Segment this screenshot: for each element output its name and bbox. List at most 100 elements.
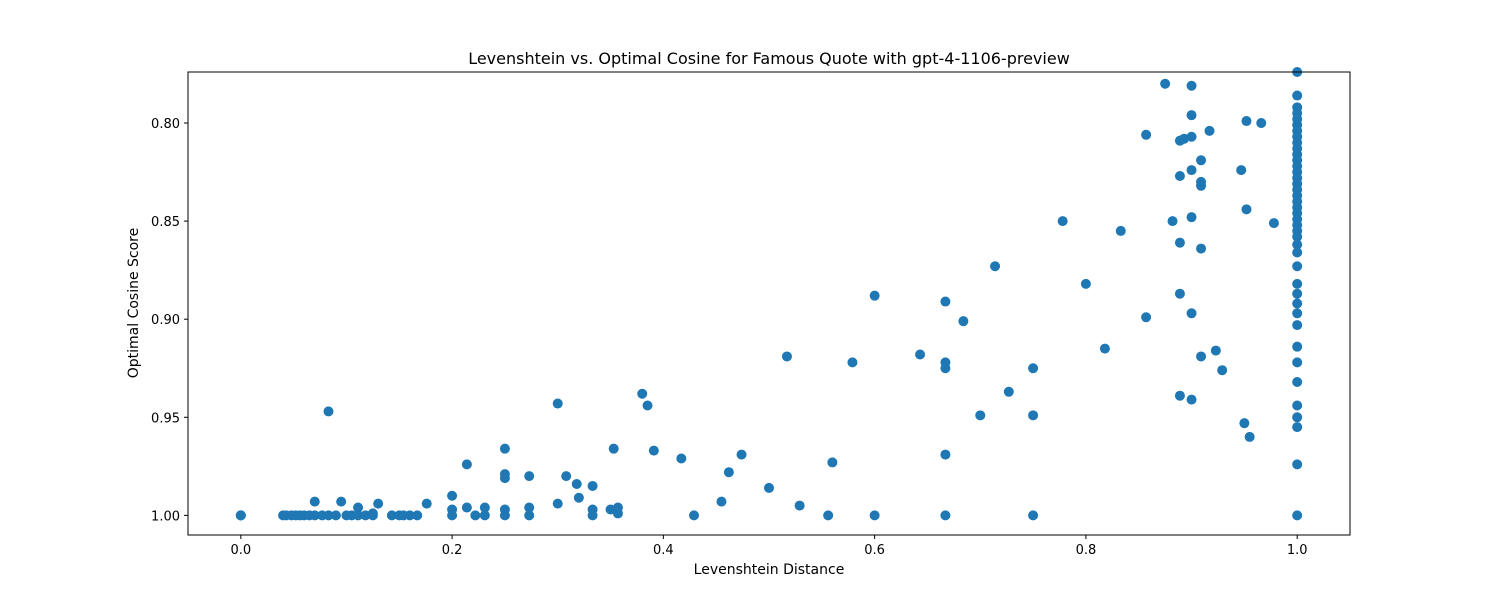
y-axis-label: Optimal Cosine Score: [126, 228, 142, 379]
y-tick-label: 0.95: [151, 411, 180, 426]
data-point: [1244, 431, 1255, 442]
data-point: [412, 510, 423, 521]
data-point: [1241, 116, 1252, 127]
data-point: [781, 351, 792, 362]
data-point: [736, 449, 747, 460]
x-tick-label: 0.6: [864, 543, 885, 558]
y-tick-label: 1.00: [151, 509, 180, 524]
data-point: [1186, 394, 1197, 405]
data-point: [1256, 118, 1267, 129]
data-point: [1292, 247, 1303, 258]
y-tick-label: 0.85: [151, 215, 180, 230]
data-point: [940, 449, 951, 460]
data-point: [723, 467, 734, 478]
data-point: [1141, 129, 1152, 140]
data-point: [1292, 400, 1303, 411]
data-point: [524, 502, 535, 513]
data-point: [975, 410, 986, 421]
data-point: [1241, 204, 1252, 215]
y-axis-ticks: 0.80 0.85 0.90 0.95 1.00: [151, 117, 188, 524]
data-point: [642, 400, 653, 411]
data-point: [1292, 278, 1303, 289]
x-tick-label: 0.8: [1076, 543, 1097, 558]
data-point: [1292, 90, 1303, 101]
data-point: [1028, 410, 1039, 421]
data-point: [1174, 170, 1185, 181]
data-point: [1174, 390, 1185, 401]
data-point: [461, 459, 472, 470]
data-point: [323, 406, 334, 417]
data-point: [1186, 212, 1197, 223]
x-tick-label: 0.4: [653, 543, 674, 558]
data-point: [330, 510, 341, 521]
data-point: [940, 363, 951, 374]
data-point: [1196, 351, 1207, 362]
data-point: [1057, 216, 1068, 227]
data-point: [990, 261, 1001, 272]
data-point: [499, 443, 510, 454]
data-point: [648, 445, 659, 456]
data-point: [1003, 386, 1014, 397]
data-point: [461, 502, 472, 513]
data-point: [1099, 343, 1110, 354]
data-point: [524, 471, 535, 482]
data-point: [847, 357, 858, 368]
data-point: [1160, 78, 1171, 89]
data-point: [612, 508, 623, 519]
x-tick-label: 0.0: [230, 543, 251, 558]
data-point: [552, 498, 563, 509]
data-point: [235, 510, 246, 521]
data-point: [940, 296, 951, 307]
data-point: [524, 510, 535, 521]
data-point: [373, 498, 384, 509]
data-point: [1115, 225, 1126, 236]
data-point: [1292, 422, 1303, 433]
data-point: [587, 510, 598, 521]
data-point: [1186, 165, 1197, 176]
data-point: [1196, 243, 1207, 254]
data-point: [823, 510, 834, 521]
data-point: [561, 471, 572, 482]
data-point: [353, 502, 364, 513]
data-point: [479, 502, 490, 513]
data-point: [676, 453, 687, 464]
y-tick-label: 0.90: [151, 313, 180, 328]
data-point: [447, 490, 458, 501]
data-point: [1174, 237, 1185, 248]
data-point: [794, 500, 805, 511]
data-point: [1028, 510, 1039, 521]
data-point: [336, 496, 347, 507]
data-point: [386, 510, 397, 521]
x-tick-label: 1.0: [1287, 543, 1308, 558]
data-point: [573, 492, 584, 503]
data-point: [1292, 510, 1303, 521]
data-point: [1292, 320, 1303, 331]
x-axis-ticks: 0.0 0.2 0.4 0.6 0.8 1.0: [230, 535, 1308, 558]
data-point: [1268, 218, 1279, 229]
data-point: [869, 510, 880, 521]
data-point: [1167, 216, 1178, 227]
data-point: [1292, 298, 1303, 309]
data-point: [716, 496, 727, 507]
data-point: [1186, 308, 1197, 319]
data-point: [1141, 312, 1152, 323]
data-point: [1028, 363, 1039, 374]
data-point: [479, 510, 490, 521]
data-point: [1239, 418, 1250, 429]
data-point: [1292, 459, 1303, 470]
data-point: [1292, 357, 1303, 368]
y-tick-label: 0.80: [151, 117, 180, 132]
data-point: [1236, 165, 1247, 176]
data-point: [1217, 365, 1228, 376]
data-point: [1292, 231, 1303, 242]
data-point: [1196, 155, 1207, 166]
data-point: [1292, 261, 1303, 272]
data-point: [1174, 288, 1185, 299]
data-point: [353, 510, 364, 521]
data-point: [1292, 412, 1303, 423]
data-point: [958, 316, 969, 327]
data-point: [587, 480, 598, 491]
x-axis-label: Levenshtein Distance: [694, 562, 845, 578]
data-point: [1292, 239, 1303, 250]
